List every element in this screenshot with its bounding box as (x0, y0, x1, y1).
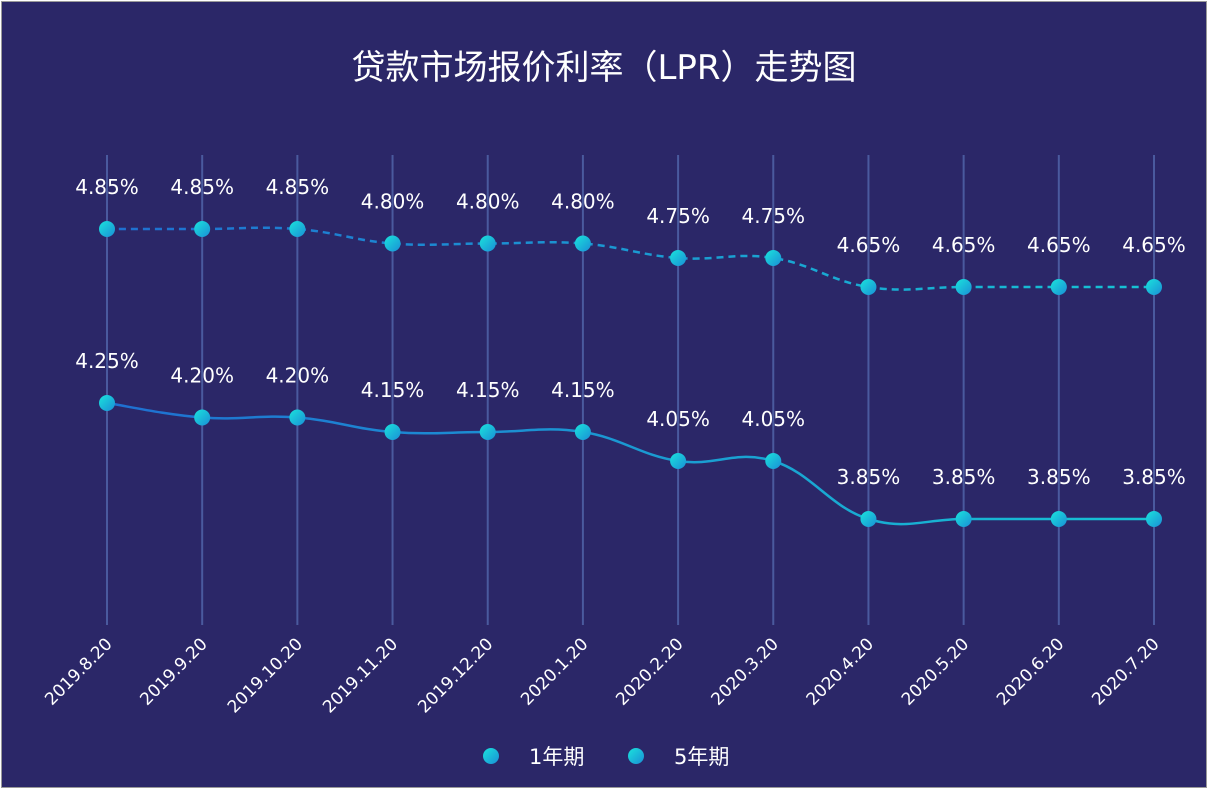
data-point[interactable] (955, 279, 972, 295)
data-label: 3.85% (932, 465, 996, 489)
data-label: 4.15% (361, 378, 425, 402)
data-point[interactable] (574, 424, 591, 440)
data-point[interactable] (765, 250, 782, 266)
data-point[interactable] (1050, 511, 1067, 527)
x-tick-label: 2020.1.20 (517, 634, 592, 709)
data-point[interactable] (99, 395, 115, 411)
data-point[interactable] (384, 424, 401, 440)
x-tick-label: 2020.6.20 (993, 634, 1068, 709)
data-label: 3.85% (837, 465, 901, 489)
data-point[interactable] (194, 409, 211, 426)
legend-label: 1年期 (529, 745, 584, 769)
data-label: 4.85% (170, 175, 234, 199)
x-tick-label: 2019.10.20 (224, 634, 307, 717)
data-point[interactable] (1050, 279, 1067, 295)
data-label: 3.85% (1027, 465, 1091, 489)
data-point[interactable] (99, 221, 115, 237)
data-point[interactable] (955, 511, 972, 527)
data-label: 4.80% (456, 190, 520, 214)
x-tick-label: 2019.12.20 (414, 634, 497, 717)
data-point[interactable] (289, 409, 306, 426)
data-point[interactable] (574, 235, 591, 252)
data-label: 4.05% (646, 407, 710, 431)
data-label: 4.65% (1027, 233, 1091, 257)
legend-marker (628, 748, 644, 764)
x-tick-label: 2020.5.20 (898, 634, 973, 709)
data-point[interactable] (1146, 279, 1162, 295)
data-label: 4.75% (646, 204, 710, 228)
data-point[interactable] (479, 235, 496, 252)
grid-layer (106, 155, 1155, 625)
data-label: 4.85% (75, 175, 139, 199)
data-label: 4.15% (551, 378, 615, 402)
data-point[interactable] (1146, 511, 1162, 527)
legend[interactable]: 1年期 5年期 (461, 745, 729, 769)
data-label: 4.05% (741, 407, 805, 431)
x-tick-label: 2020.2.20 (612, 634, 687, 709)
legend-marker (483, 748, 499, 764)
data-label: 4.80% (361, 190, 425, 214)
data-point[interactable] (670, 453, 687, 469)
series-line-1 (106, 401, 1154, 526)
data-label: 4.15% (456, 378, 520, 402)
data-point[interactable] (479, 424, 496, 440)
series-layer (106, 226, 1154, 526)
data-label: 3.85% (1122, 465, 1186, 489)
data-point[interactable] (670, 250, 687, 266)
data-point[interactable] (860, 279, 877, 295)
data-label: 4.65% (837, 233, 901, 257)
x-tick-label: 2019.11.20 (319, 634, 402, 717)
data-label: 4.85% (266, 175, 330, 199)
x-axis-tick-labels: 2019.8.20 2019.9.20 2019.10.20 2019.11.20 20… (41, 634, 1163, 717)
x-tick-label: 2019.9.20 (136, 634, 211, 709)
data-label: 4.65% (932, 233, 996, 257)
data-point[interactable] (384, 235, 401, 252)
chart-title: 贷款市场报价利率（LPR）走势图 (351, 48, 856, 88)
marker-layer (99, 221, 1162, 527)
data-point[interactable] (765, 453, 782, 469)
x-tick-label: 2020.7.20 (1088, 634, 1163, 709)
data-point[interactable] (194, 221, 211, 237)
x-tick-label: 2019.8.20 (41, 634, 116, 709)
data-label: 4.20% (266, 364, 330, 388)
data-label: 4.25% (75, 349, 139, 373)
data-label-layer: 4.25% 4.20% 4.20% 4.15% 4.15% 4.15% 4.05% 4.05%… (75, 175, 1186, 489)
data-label: 4.80% (551, 190, 615, 214)
data-point[interactable] (289, 221, 306, 237)
series-line-2 (106, 226, 1154, 291)
x-tick-label: 2020.4.20 (803, 634, 878, 709)
data-label: 4.20% (170, 364, 234, 388)
data-label: 4.75% (741, 204, 805, 228)
data-label: 4.65% (1122, 233, 1186, 257)
legend-label: 5年期 (674, 745, 729, 769)
x-tick-label: 2020.3.20 (707, 634, 782, 709)
data-point[interactable] (860, 511, 877, 527)
